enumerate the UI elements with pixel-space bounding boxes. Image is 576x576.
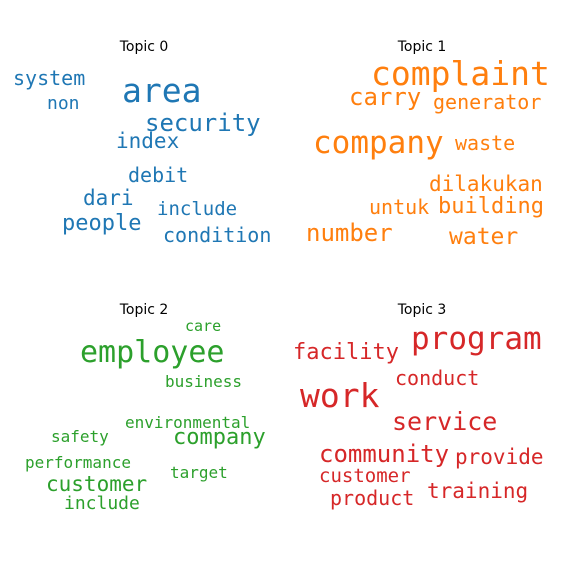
word: business bbox=[165, 372, 243, 391]
word: condition bbox=[163, 223, 272, 247]
word: care bbox=[185, 317, 222, 335]
word: include bbox=[64, 493, 140, 514]
topic-title: Topic 1 bbox=[397, 39, 447, 55]
word: index bbox=[116, 129, 180, 153]
word: water bbox=[449, 224, 519, 250]
word: product bbox=[330, 486, 415, 510]
word: customer bbox=[319, 465, 411, 487]
word: target bbox=[170, 463, 228, 482]
word: generator bbox=[433, 90, 542, 114]
topic-panel-0: Topic 0 system non area security index d… bbox=[0, 0, 288, 288]
word: community bbox=[319, 440, 450, 468]
word: service bbox=[392, 407, 498, 436]
word: debit bbox=[128, 163, 189, 187]
word: area bbox=[122, 71, 202, 110]
word: environmental bbox=[125, 413, 251, 432]
word: training bbox=[427, 479, 529, 503]
word: dilakukan bbox=[429, 172, 543, 196]
word: number bbox=[306, 219, 393, 247]
word: non bbox=[47, 93, 80, 114]
word: complaint bbox=[371, 54, 550, 93]
topic-title: Topic 2 bbox=[119, 302, 169, 318]
word: customer bbox=[46, 472, 148, 496]
word: dari bbox=[83, 186, 134, 210]
word: carry bbox=[349, 83, 422, 111]
topic-panel-1: Topic 1 complaint carry generator compan… bbox=[288, 0, 576, 288]
word: employee bbox=[80, 335, 225, 370]
topic-title: Topic 0 bbox=[119, 39, 169, 55]
word: company bbox=[173, 425, 266, 450]
word: conduct bbox=[395, 366, 480, 390]
topic-panel-3: Topic 3 program facility conduct work se… bbox=[288, 288, 576, 576]
word: safety bbox=[51, 427, 109, 446]
word: untuk bbox=[369, 195, 430, 219]
word: security bbox=[145, 109, 261, 137]
word: system bbox=[13, 66, 86, 90]
word: program bbox=[411, 321, 542, 357]
word: company bbox=[313, 125, 444, 161]
word: include bbox=[157, 198, 238, 220]
topic-title: Topic 3 bbox=[397, 302, 447, 318]
word: waste bbox=[455, 131, 516, 155]
topic-panel-2: Topic 2 care employee business environme… bbox=[0, 288, 288, 576]
word: building bbox=[438, 194, 544, 219]
word: people bbox=[62, 211, 142, 236]
word: facility bbox=[293, 340, 399, 365]
word: work bbox=[300, 376, 380, 415]
word: provide bbox=[455, 445, 544, 469]
word: performance bbox=[25, 453, 131, 472]
